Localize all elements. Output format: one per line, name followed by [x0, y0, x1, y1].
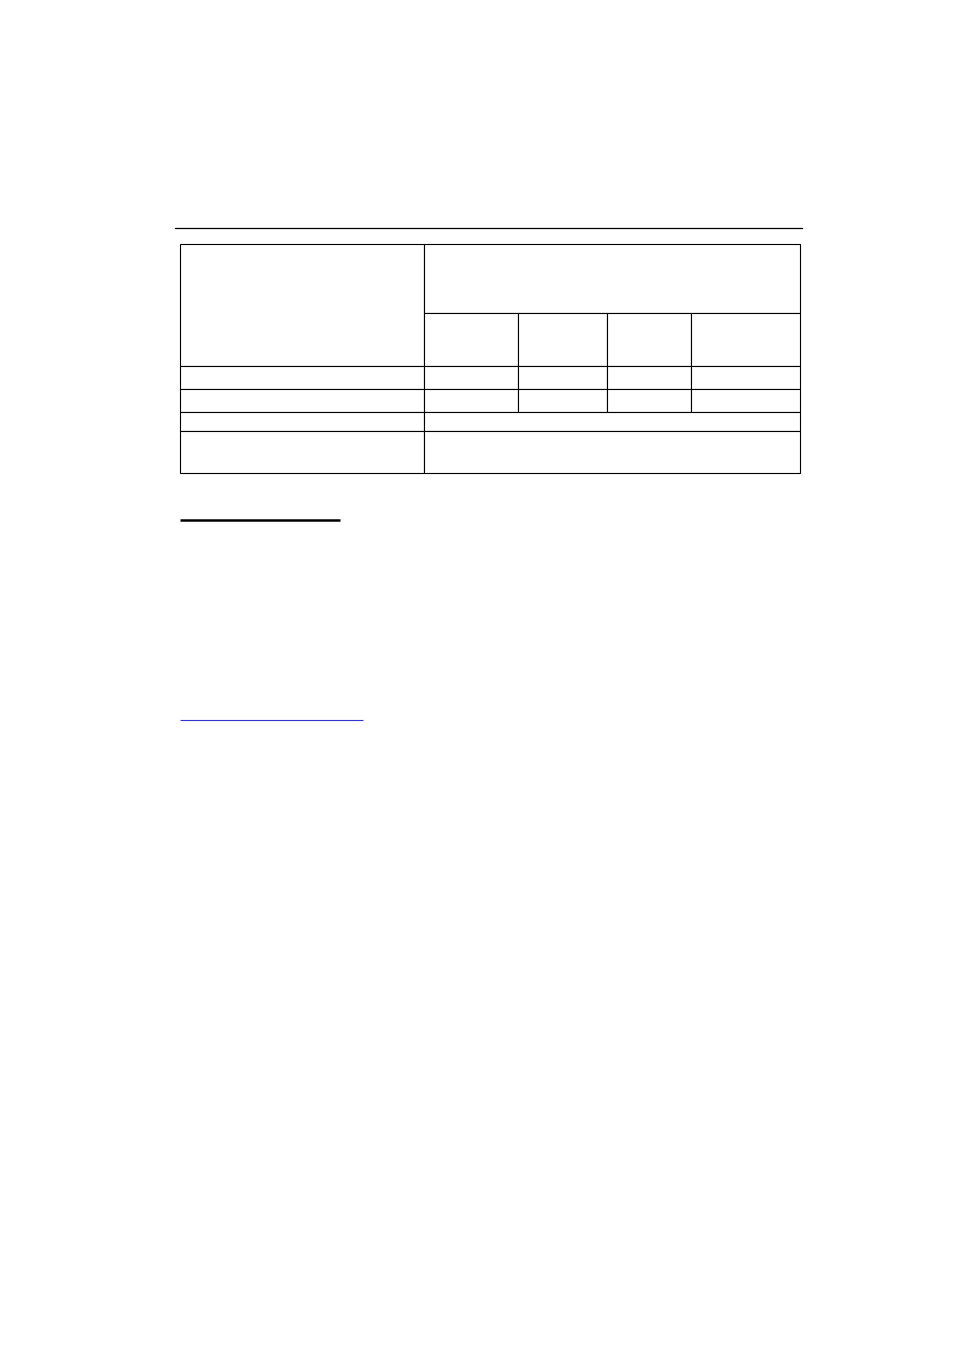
Bar — [518, 313, 606, 366]
Bar — [423, 389, 518, 412]
Bar — [606, 389, 690, 412]
Bar — [423, 412, 800, 431]
Bar — [606, 366, 690, 389]
Bar — [423, 313, 518, 366]
Bar — [518, 389, 606, 412]
Bar — [423, 245, 800, 313]
Bar — [180, 412, 423, 431]
Bar — [180, 245, 423, 366]
Bar — [423, 431, 800, 473]
Bar — [690, 366, 800, 389]
Bar — [518, 366, 606, 389]
Bar — [423, 366, 518, 389]
Bar — [606, 313, 690, 366]
Bar — [180, 366, 423, 389]
Bar — [690, 313, 800, 366]
Bar — [180, 389, 423, 412]
Bar — [690, 389, 800, 412]
Bar — [180, 431, 423, 473]
